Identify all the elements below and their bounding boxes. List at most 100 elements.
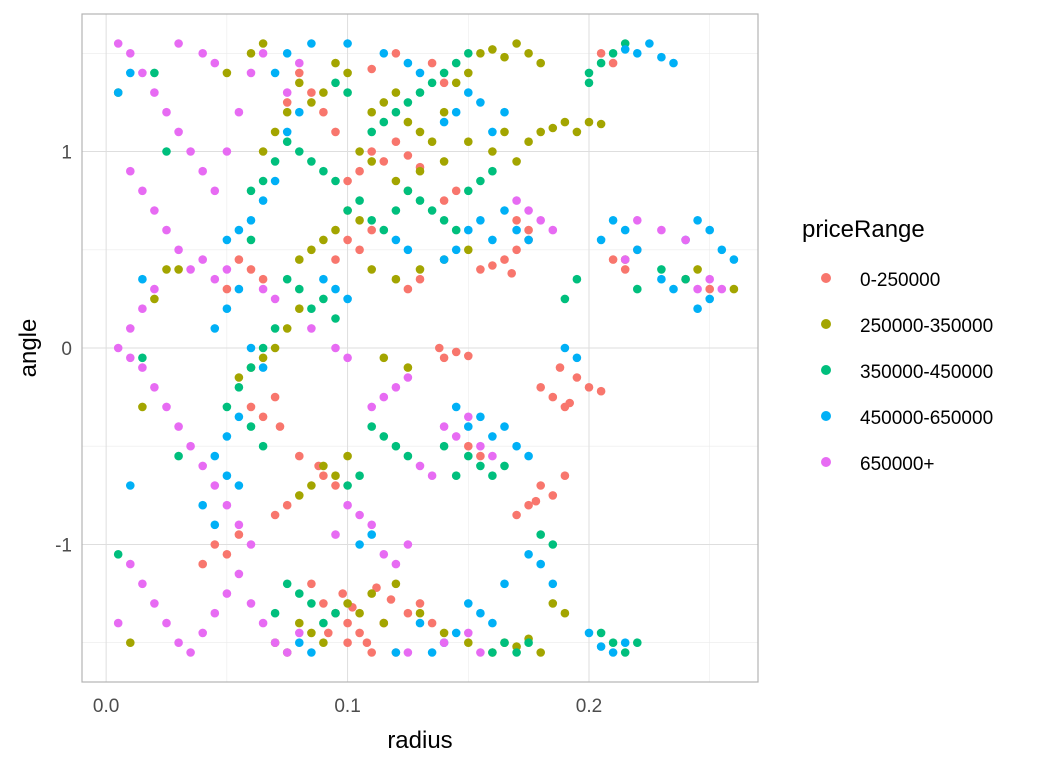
data-point <box>307 579 316 589</box>
data-point <box>379 49 389 58</box>
data-point <box>222 500 232 510</box>
data-point <box>307 648 316 657</box>
data-point <box>234 107 244 117</box>
data-point <box>464 225 473 235</box>
data-point <box>391 88 401 97</box>
data-point <box>246 599 256 608</box>
data-point <box>633 638 642 647</box>
data-point <box>355 628 364 638</box>
data-point <box>439 628 449 638</box>
data-point <box>512 642 521 651</box>
data-point <box>464 628 473 638</box>
data-point <box>415 88 425 97</box>
data-point <box>319 461 328 471</box>
data-point <box>210 186 220 196</box>
y-axis-title: angle <box>15 319 42 378</box>
data-point <box>584 628 594 638</box>
data-point <box>295 107 304 117</box>
data-point <box>210 274 220 284</box>
data-point <box>343 638 352 647</box>
data-point <box>403 284 413 294</box>
data-point <box>439 255 449 264</box>
data-point <box>234 255 244 264</box>
data-point <box>379 353 389 363</box>
data-point <box>488 166 497 176</box>
y-tick-label: -1 <box>55 535 72 556</box>
data-point <box>620 225 630 235</box>
data-point <box>319 235 328 245</box>
data-points <box>113 39 739 657</box>
data-point <box>596 58 606 68</box>
data-point <box>343 235 352 245</box>
data-point <box>246 216 256 225</box>
data-point <box>307 157 316 166</box>
data-point <box>531 496 541 506</box>
data-point <box>669 58 678 68</box>
data-point <box>681 235 690 245</box>
data-point <box>307 304 316 314</box>
data-point <box>150 88 159 97</box>
data-point <box>512 245 521 255</box>
data-point <box>150 599 159 608</box>
data-point <box>295 491 304 500</box>
data-point <box>548 599 558 608</box>
data-point <box>488 147 497 156</box>
data-point <box>295 304 304 314</box>
data-point <box>174 638 183 647</box>
data-point <box>439 107 449 117</box>
data-point <box>246 540 256 549</box>
data-point <box>113 88 123 97</box>
data-point <box>565 398 574 408</box>
data-point <box>391 648 401 657</box>
data-point <box>439 441 449 451</box>
data-point <box>512 225 521 235</box>
data-point <box>379 157 389 166</box>
data-point <box>488 235 497 245</box>
data-point <box>138 68 147 78</box>
data-point <box>403 58 413 68</box>
data-point <box>367 648 377 657</box>
data-point <box>331 530 340 539</box>
data-point <box>307 39 316 48</box>
data-point <box>355 196 364 205</box>
data-point <box>138 363 147 372</box>
data-point <box>258 147 268 156</box>
data-point <box>427 471 437 481</box>
data-point <box>126 49 135 58</box>
data-point <box>198 628 207 638</box>
data-point <box>258 618 268 628</box>
legend-label: 450000-650000 <box>860 408 993 429</box>
data-point <box>536 127 545 137</box>
data-point <box>362 638 372 647</box>
data-point <box>512 216 521 225</box>
data-point <box>729 284 739 294</box>
data-point <box>174 127 183 137</box>
data-point <box>210 540 220 549</box>
data-point <box>126 166 135 176</box>
data-point <box>307 599 316 608</box>
data-point <box>355 147 364 156</box>
data-point <box>258 412 268 422</box>
data-point <box>705 284 714 294</box>
legend-title: priceRange <box>802 216 925 243</box>
legend-key <box>821 365 831 375</box>
data-point <box>234 225 244 235</box>
data-point <box>391 235 401 245</box>
data-point <box>596 642 606 651</box>
data-point <box>282 274 292 284</box>
data-point <box>427 78 437 88</box>
data-point <box>608 49 618 58</box>
data-point <box>584 117 594 127</box>
data-point <box>343 599 352 608</box>
data-point <box>415 127 425 137</box>
data-point <box>391 137 401 146</box>
data-point <box>270 157 280 166</box>
data-point <box>476 176 485 186</box>
data-point <box>331 255 340 264</box>
data-point <box>717 245 727 255</box>
data-point <box>693 265 702 274</box>
data-point <box>451 225 461 235</box>
data-point <box>500 52 509 62</box>
data-point <box>524 638 533 647</box>
data-point <box>391 579 401 589</box>
